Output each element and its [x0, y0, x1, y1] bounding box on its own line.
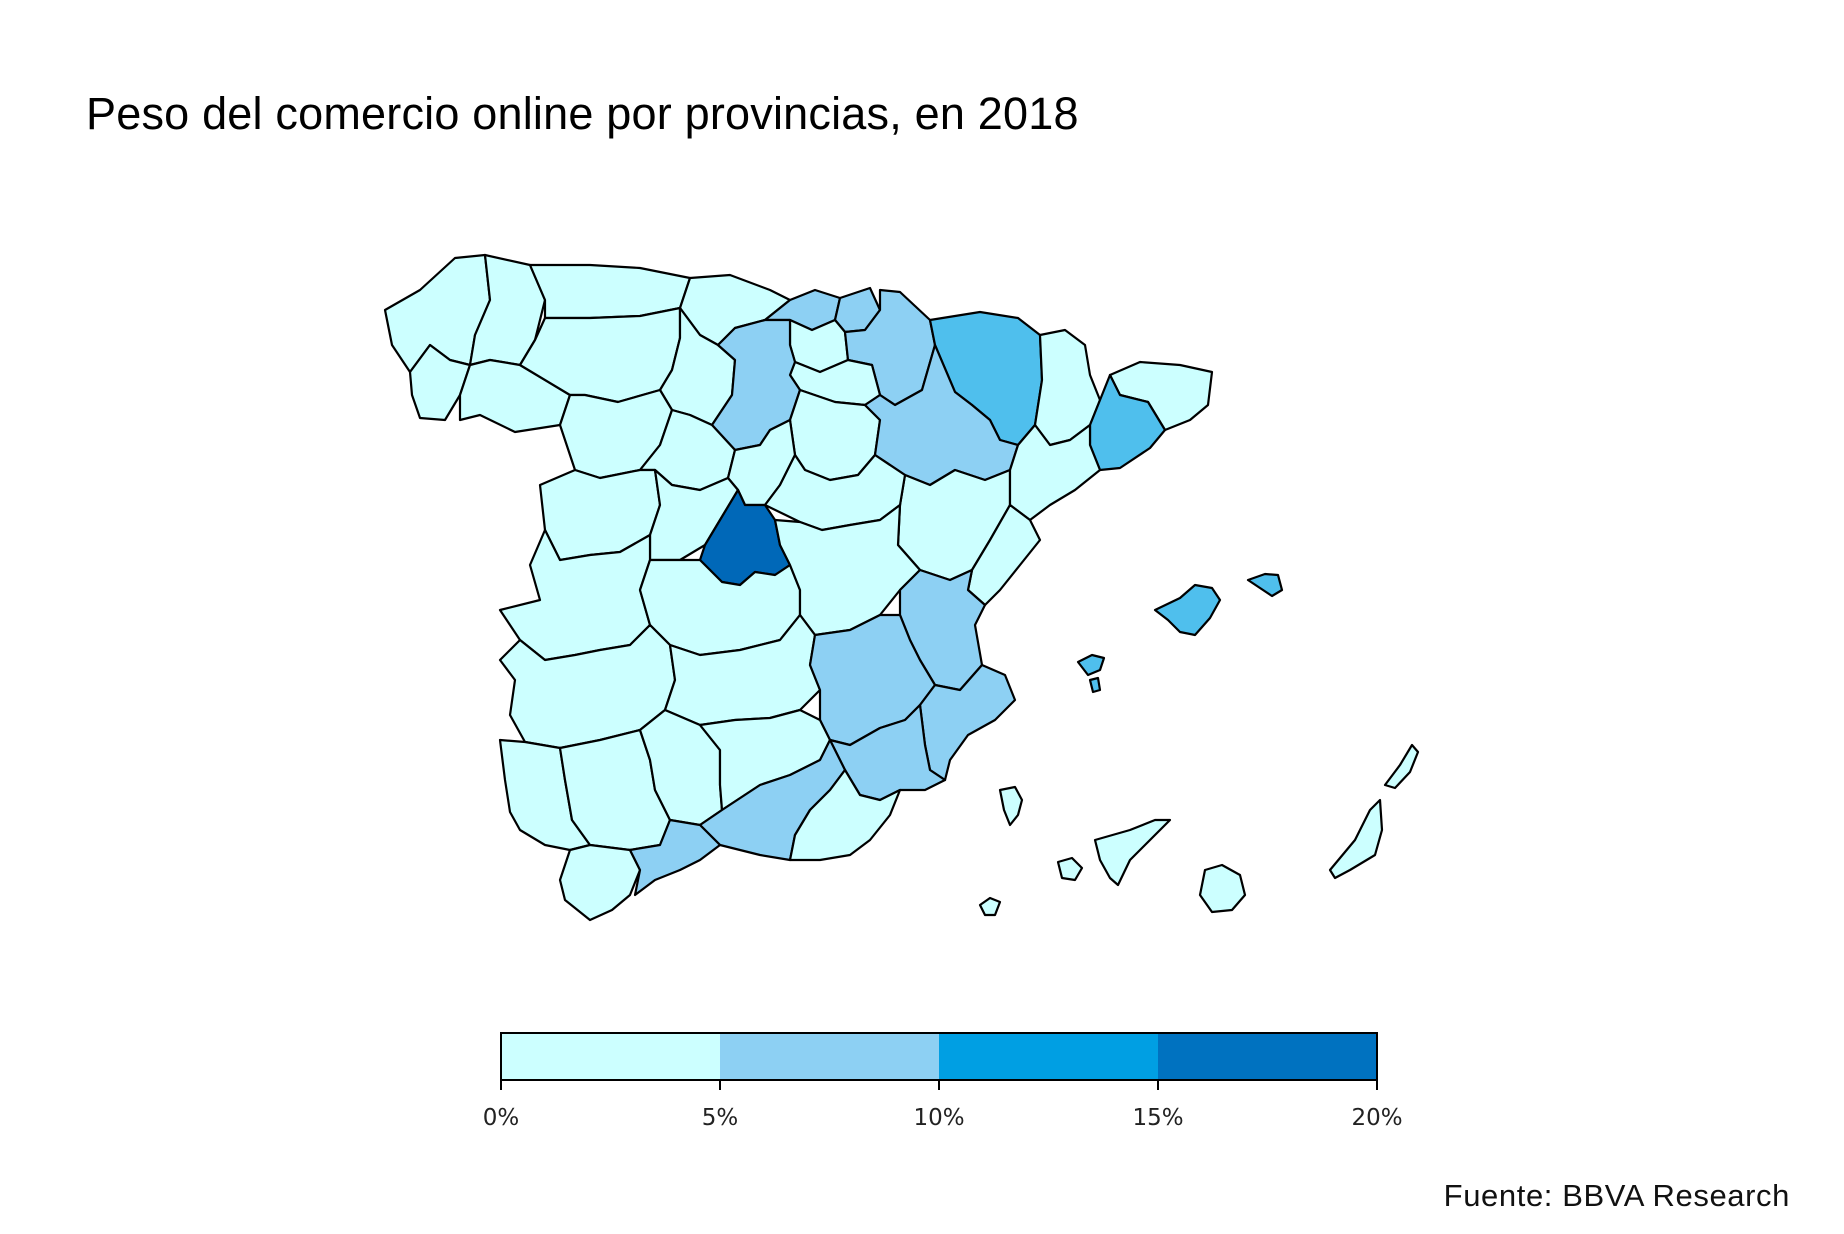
island-mallorca[interactable]: [1153, 583, 1222, 637]
island-gran-canaria[interactable]: [1198, 863, 1247, 914]
legend-tick-0: 0%: [483, 1105, 520, 1131]
island-formentera[interactable]: [1088, 676, 1102, 694]
legend-tick-15: 15%: [1132, 1105, 1183, 1131]
legend-bin-15-20: [1158, 1033, 1377, 1080]
island-la-gomera[interactable]: [1056, 856, 1084, 882]
canary-islands: [978, 743, 1420, 917]
legend-tick-10: 10%: [913, 1105, 964, 1131]
province-ourense[interactable]: [458, 358, 572, 434]
island-lanzarote[interactable]: [1383, 743, 1420, 790]
island-ibiza[interactable]: [1076, 653, 1106, 677]
province-malaga[interactable]: [628, 818, 722, 897]
peninsula: [383, 253, 1214, 922]
legend-bin-5-10: [720, 1033, 939, 1080]
balearic-islands: [1076, 572, 1284, 694]
source-note: Fuente: BBVA Research: [1443, 1178, 1790, 1213]
island-la-palma[interactable]: [998, 785, 1024, 827]
legend-bin-10-15: [939, 1033, 1158, 1080]
legend-tick-5: 5%: [702, 1105, 739, 1131]
legend-bin-0-5: [501, 1033, 720, 1080]
island-tenerife[interactable]: [1093, 818, 1172, 887]
legend-ticks: [500, 1080, 1378, 1090]
province-almeria[interactable]: [788, 768, 902, 862]
island-fuerteventura[interactable]: [1328, 798, 1384, 880]
legend-tick-20: 20%: [1351, 1105, 1402, 1131]
island-el-hierro[interactable]: [978, 896, 1002, 917]
province-cadiz[interactable]: [558, 843, 642, 922]
island-menorca[interactable]: [1246, 572, 1284, 598]
map-title: Peso del comercio online por provincias,…: [86, 88, 1079, 139]
